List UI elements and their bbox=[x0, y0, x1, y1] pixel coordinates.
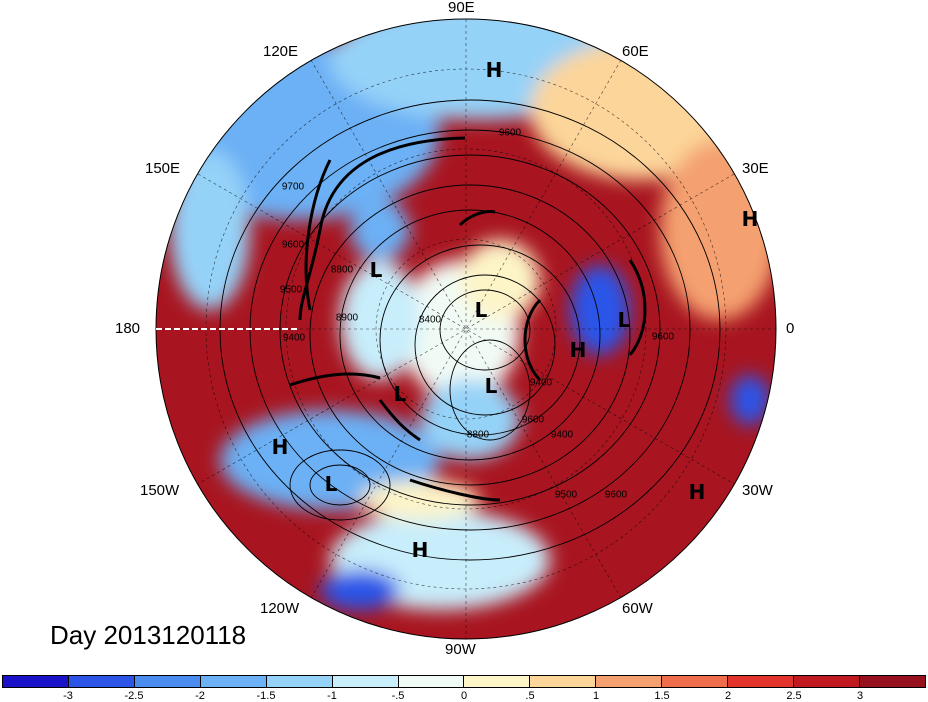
colorbar-tick-label: -1.5 bbox=[256, 690, 276, 702]
lon-label-30E: 30E bbox=[742, 160, 769, 177]
low-pressure-marker: L bbox=[484, 374, 498, 398]
colorbar-tick-label: 3 bbox=[856, 690, 864, 702]
colorbar-swatch bbox=[68, 676, 135, 687]
colorbar-tick-label: 1.5 bbox=[654, 690, 670, 702]
colorbar-swatch bbox=[134, 676, 201, 687]
contour-label: 8800 bbox=[466, 429, 490, 441]
contour-label: 8900 bbox=[335, 312, 359, 324]
high-pressure-marker: H bbox=[741, 207, 759, 231]
date-title: Day 2013120118 bbox=[50, 620, 247, 650]
colorbar-swatch bbox=[728, 676, 795, 687]
lon-label-150E: 150E bbox=[145, 160, 181, 177]
anomaly-field bbox=[156, 19, 776, 639]
lon-label-180: 180 bbox=[115, 320, 141, 337]
contour-label: 8400 bbox=[418, 314, 442, 326]
lon-label-0: 0 bbox=[786, 320, 795, 337]
colorbar-swatch bbox=[3, 676, 69, 687]
low-pressure-marker: L bbox=[369, 258, 383, 282]
colorbar-tick-label: -.5 bbox=[391, 690, 405, 702]
colorbar-swatch bbox=[794, 676, 860, 687]
colorbar-swatch bbox=[530, 676, 597, 687]
colorbar-swatch bbox=[596, 676, 663, 687]
colorbar-swatch bbox=[332, 676, 399, 687]
lon-label-90E: 90E bbox=[448, 0, 475, 16]
contour-label: 9500 bbox=[554, 489, 578, 501]
contour-label: 9600 bbox=[604, 489, 628, 501]
lon-label-120E: 120E bbox=[263, 43, 299, 60]
contour-label: 9600 bbox=[651, 331, 675, 343]
colorbar-swatch bbox=[266, 676, 333, 687]
colorbar-tick-label: .5 bbox=[525, 690, 535, 702]
colorbar-swatch bbox=[464, 676, 531, 687]
contour-label: 9500 bbox=[279, 284, 303, 296]
lon-label-60W: 60W bbox=[622, 600, 653, 617]
contour-label: 9400 bbox=[282, 332, 306, 344]
contour-label: 8800 bbox=[330, 264, 354, 276]
colorbar-tick-label: 2.5 bbox=[786, 690, 802, 702]
colorbar-tick-label: -2 bbox=[195, 690, 205, 702]
low-pressure-marker: L bbox=[617, 308, 631, 332]
contour-label: 9600 bbox=[281, 239, 305, 251]
colorbar-tick-label: 1 bbox=[592, 690, 600, 702]
polar-stereographic-map bbox=[155, 18, 777, 640]
colorbar bbox=[2, 675, 926, 688]
colorbar-tick-label: -3 bbox=[63, 690, 73, 702]
colorbar-swatch bbox=[859, 676, 925, 687]
high-pressure-marker: H bbox=[271, 435, 289, 459]
lon-label-120W: 120W bbox=[260, 600, 300, 617]
colorbar-swatch bbox=[662, 676, 729, 687]
contour-label: 9600 bbox=[521, 414, 545, 426]
colorbar-tick-label: 2 bbox=[724, 690, 732, 702]
colorbar-swatch bbox=[200, 676, 267, 687]
contour-label: 9600 bbox=[498, 127, 522, 139]
contour-label: 9400 bbox=[550, 429, 574, 441]
colorbar-tick-label: 0 bbox=[460, 690, 468, 702]
lon-label-60E: 60E bbox=[622, 43, 649, 60]
high-pressure-marker: H bbox=[485, 58, 503, 82]
lon-label-30W: 30W bbox=[742, 482, 773, 499]
contour-label: 9400 bbox=[529, 377, 553, 389]
lon-label-150W: 150W bbox=[140, 482, 180, 499]
colorbar-swatch bbox=[398, 676, 465, 687]
high-pressure-marker: H bbox=[688, 480, 706, 504]
high-pressure-marker: H bbox=[569, 338, 587, 362]
low-pressure-marker: L bbox=[324, 472, 338, 496]
colorbar-tick-label: -2.5 bbox=[124, 690, 144, 702]
colorbar-tick-label: -1 bbox=[327, 690, 337, 702]
lon-label-90W: 90W bbox=[445, 641, 476, 658]
low-pressure-marker: L bbox=[474, 298, 488, 322]
low-pressure-marker: L bbox=[393, 382, 407, 406]
high-pressure-marker: H bbox=[411, 538, 429, 562]
contour-label: 9700 bbox=[281, 181, 305, 193]
